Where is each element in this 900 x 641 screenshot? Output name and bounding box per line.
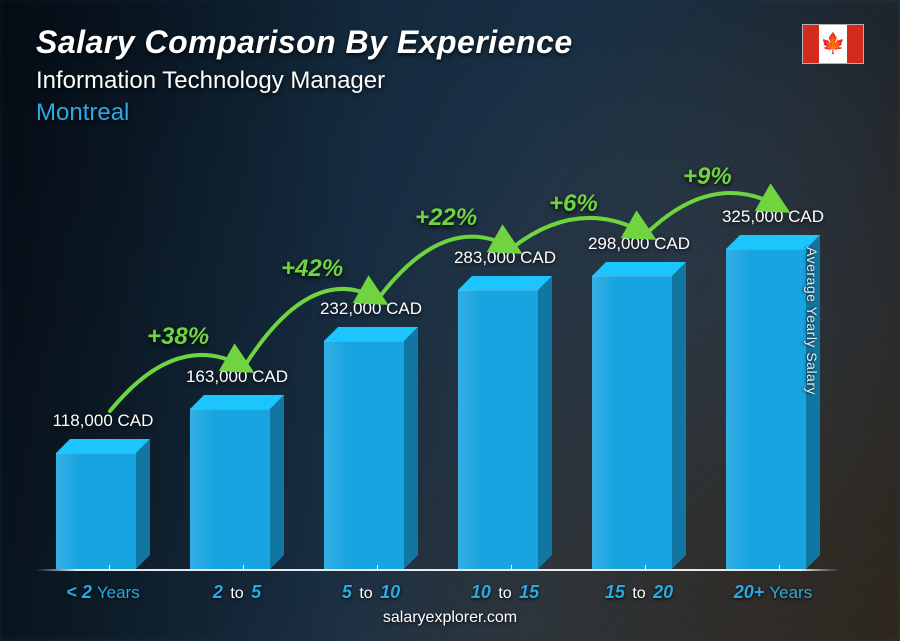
location: Montreal bbox=[36, 99, 864, 127]
infographic-container: Salary Comparison By Experience Informat… bbox=[0, 0, 900, 641]
bar-side-face bbox=[672, 262, 686, 569]
bar bbox=[592, 276, 686, 569]
bar bbox=[324, 341, 418, 569]
pct-change-label: +9% bbox=[683, 163, 732, 191]
bar-front-face bbox=[592, 276, 672, 569]
pct-change-label: +22% bbox=[415, 204, 477, 232]
bar-front-face bbox=[56, 453, 136, 569]
pct-change-label: +38% bbox=[147, 323, 209, 351]
bar-category-label: 2 to 5 bbox=[213, 582, 261, 603]
bar-value-label: 298,000 CAD bbox=[588, 234, 690, 254]
bar-top-face bbox=[324, 327, 418, 341]
bar-category-label: 5 to 10 bbox=[342, 582, 400, 603]
bar-value-label: 325,000 CAD bbox=[722, 207, 824, 227]
bar-value-label: 163,000 CAD bbox=[186, 367, 288, 387]
bar-top-face bbox=[190, 395, 284, 409]
footer-attribution: salaryexplorer.com bbox=[0, 609, 900, 627]
pct-change-label: +42% bbox=[281, 255, 343, 283]
bar-value-label: 283,000 CAD bbox=[454, 248, 556, 268]
y-axis-label: Average Yearly Salary bbox=[804, 247, 820, 395]
bar-side-face bbox=[404, 327, 418, 569]
bar-top-face bbox=[458, 276, 552, 290]
bar-side-face bbox=[270, 395, 284, 569]
bar-slot: 163,000 CAD2 to 5 bbox=[170, 150, 304, 569]
bar bbox=[190, 409, 284, 569]
header: Salary Comparison By Experience Informat… bbox=[36, 24, 864, 127]
bar-side-face bbox=[136, 439, 150, 569]
bar-category-label: 10 to 15 bbox=[471, 582, 539, 603]
bar-front-face bbox=[190, 409, 270, 569]
pct-change-label: +6% bbox=[549, 190, 598, 218]
bar-side-face bbox=[538, 276, 552, 569]
bar-top-face bbox=[592, 262, 686, 276]
bar bbox=[458, 290, 552, 569]
bar-front-face bbox=[726, 249, 806, 569]
bar-front-face bbox=[324, 341, 404, 569]
bar-category-label: 15 to 20 bbox=[605, 582, 673, 603]
title: Salary Comparison By Experience bbox=[36, 24, 864, 61]
bar-value-label: 118,000 CAD bbox=[53, 411, 154, 431]
bar-slot: 118,000 CAD< 2 Years bbox=[36, 150, 170, 569]
bar-value-label: 232,000 CAD bbox=[320, 299, 422, 319]
bar-category-label: 20+ Years bbox=[734, 582, 812, 603]
bar-top-face bbox=[56, 439, 150, 453]
bar-category-label: < 2 Years bbox=[66, 582, 139, 603]
chart-baseline bbox=[36, 569, 840, 571]
bar bbox=[56, 453, 150, 569]
chart-area: 118,000 CAD< 2 Years163,000 CAD2 to 5 232… bbox=[36, 150, 840, 571]
subtitle: Information Technology Manager bbox=[36, 67, 864, 95]
bar-front-face bbox=[458, 290, 538, 569]
